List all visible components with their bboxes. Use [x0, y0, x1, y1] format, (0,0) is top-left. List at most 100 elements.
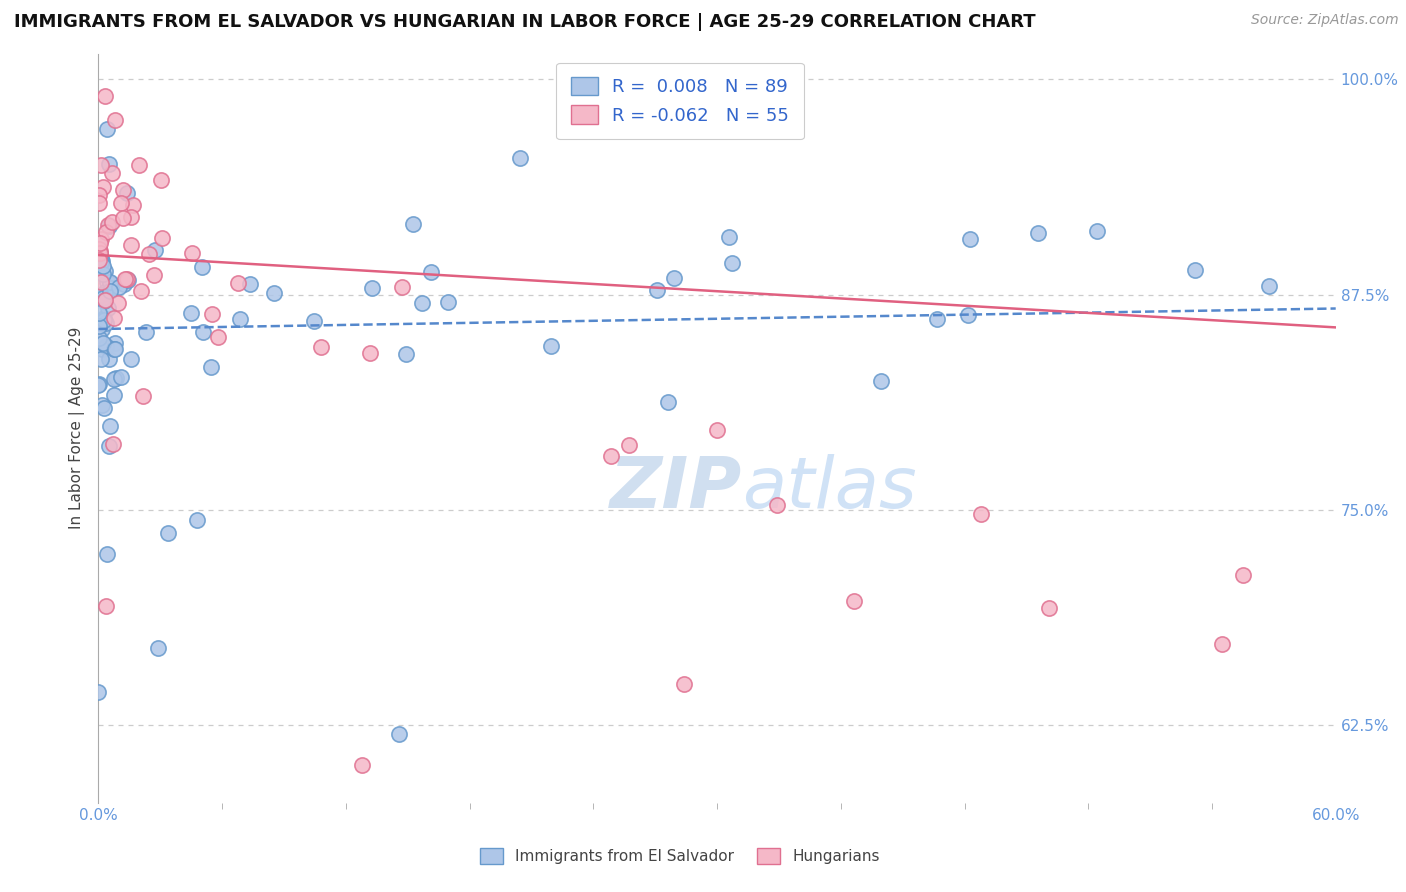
Point [927, 311, 949, 326]
Point [186, 513, 208, 527]
Point [94, 225, 117, 239]
Point [97, 351, 120, 366]
Point [94, 293, 117, 307]
Point [1026, 226, 1049, 240]
Point [90, 158, 112, 172]
Point [91, 399, 114, 413]
Point [600, 449, 623, 463]
Point [957, 308, 980, 322]
Point [91, 180, 114, 194]
Point [96, 599, 118, 613]
Point [98, 157, 121, 171]
Point [207, 329, 229, 343]
Point [128, 158, 150, 172]
Text: IMMIGRANTS FROM EL SALVADOR VS HUNGARIAN IN LABOR FORCE | AGE 25-29 CORRELATION : IMMIGRANTS FROM EL SALVADOR VS HUNGARIAN… [14, 13, 1036, 31]
Point [263, 285, 285, 300]
Point [112, 211, 135, 225]
Point [89, 242, 111, 256]
Point [420, 265, 443, 279]
Point [101, 436, 124, 450]
Point [350, 757, 373, 772]
Point [90, 232, 112, 246]
Point [93, 312, 115, 326]
Point [90, 255, 112, 269]
Point [1184, 263, 1206, 277]
Point [150, 230, 173, 244]
Point [91, 342, 114, 356]
Point [360, 281, 382, 295]
Point [91, 335, 114, 350]
Point [135, 325, 157, 339]
Point [89, 244, 111, 259]
Point [87, 252, 110, 267]
Text: ZIP: ZIP [610, 454, 742, 523]
Point [87, 291, 110, 305]
Point [200, 359, 222, 374]
Point [93, 401, 115, 416]
Point [359, 346, 381, 360]
Point [146, 640, 169, 655]
Point [96, 548, 118, 562]
Point [1211, 637, 1233, 651]
Point [959, 232, 981, 246]
Point [766, 499, 789, 513]
Point [402, 217, 425, 231]
Point [110, 370, 132, 384]
Point [411, 296, 433, 310]
Point [98, 284, 121, 298]
Point [97, 218, 120, 232]
Point [191, 326, 214, 340]
Point [105, 370, 128, 384]
Point [103, 372, 125, 386]
Point [100, 281, 122, 295]
Point [721, 255, 744, 269]
Point [90, 252, 112, 267]
Point [94, 316, 117, 330]
Point [117, 273, 139, 287]
Text: Source: ZipAtlas.com: Source: ZipAtlas.com [1251, 13, 1399, 28]
Point [870, 374, 893, 388]
Point [657, 395, 679, 409]
Point [706, 423, 728, 437]
Point [664, 271, 686, 285]
Point [645, 283, 668, 297]
Point [970, 507, 993, 521]
Point [239, 277, 262, 291]
Point [101, 215, 124, 229]
Point [115, 186, 138, 200]
Point [117, 271, 139, 285]
Point [98, 275, 121, 289]
Point [156, 525, 179, 540]
Text: atlas: atlas [742, 454, 917, 523]
Point [87, 188, 110, 202]
Point [121, 198, 143, 212]
Point [1038, 600, 1060, 615]
Point [96, 122, 118, 136]
Point [717, 229, 740, 244]
Point [107, 296, 129, 310]
Point [96, 275, 118, 289]
Point [180, 306, 202, 320]
Point [94, 89, 117, 103]
Point [1257, 279, 1279, 293]
Point [103, 388, 125, 402]
Point [91, 322, 114, 336]
Point [90, 254, 112, 268]
Point [143, 268, 166, 283]
Point [103, 310, 125, 325]
Point [114, 271, 136, 285]
Point [191, 260, 214, 274]
Point [93, 293, 115, 308]
Point [200, 307, 222, 321]
Point [1085, 224, 1108, 238]
Point [90, 288, 112, 302]
Point [87, 376, 110, 391]
Point [87, 685, 110, 699]
Point [89, 236, 111, 251]
Point [94, 285, 117, 299]
Point [842, 594, 865, 608]
Point [104, 342, 127, 356]
Point [181, 245, 204, 260]
Point [120, 211, 142, 225]
Point [87, 318, 110, 333]
